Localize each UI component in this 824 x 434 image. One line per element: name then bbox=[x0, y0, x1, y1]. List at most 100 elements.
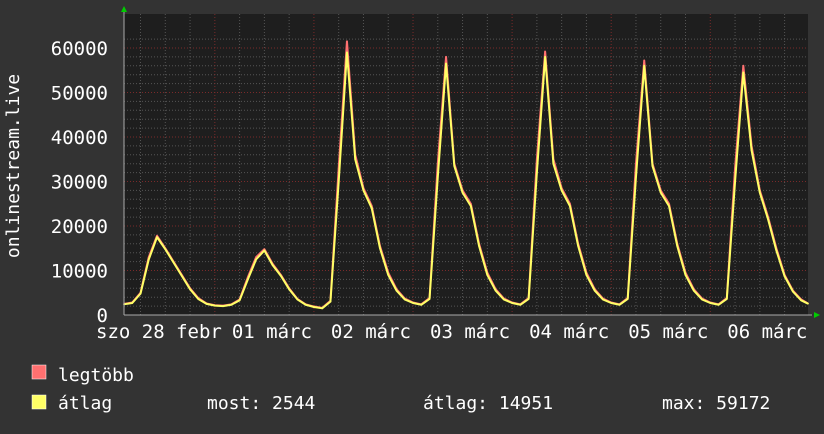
data-point-avg bbox=[362, 189, 365, 192]
x-tick-label: 06 márc bbox=[727, 321, 807, 343]
data-point-avg bbox=[247, 278, 249, 281]
data-point-avg bbox=[759, 191, 761, 194]
data-point-avg bbox=[172, 261, 175, 264]
data-point-max bbox=[156, 234, 158, 237]
data-point-avg bbox=[577, 245, 579, 247]
y-tick-label: 20000 bbox=[51, 216, 108, 238]
data-point-avg bbox=[478, 245, 480, 247]
data-point-avg bbox=[230, 303, 233, 306]
data-point-avg bbox=[742, 71, 745, 74]
data-point-avg bbox=[156, 236, 158, 238]
data-point-avg bbox=[280, 275, 282, 277]
legend-label-max: legtöbb bbox=[58, 365, 134, 386]
x-axis-arrow-icon bbox=[814, 312, 820, 318]
data-point-avg bbox=[651, 165, 654, 167]
data-point-avg bbox=[618, 303, 621, 306]
data-point-max bbox=[643, 59, 646, 62]
data-point-avg bbox=[238, 299, 241, 302]
data-point-max bbox=[544, 50, 546, 53]
y-tick-label: 10000 bbox=[51, 261, 108, 283]
series-line-avg bbox=[123, 51, 809, 310]
data-point-avg bbox=[767, 218, 769, 221]
y-tick-labels: 0 10000 20000 30000 40000 50000 60000 bbox=[51, 38, 108, 327]
data-point-avg bbox=[610, 302, 612, 304]
data-point-avg bbox=[602, 298, 604, 301]
data-point-avg bbox=[494, 289, 497, 292]
x-tick-label: 05 márc bbox=[628, 321, 708, 343]
data-point-avg bbox=[544, 56, 546, 58]
data-point-avg bbox=[775, 249, 778, 252]
data-point-avg bbox=[635, 176, 637, 178]
data-point-avg bbox=[560, 189, 563, 192]
data-point-avg bbox=[181, 275, 183, 277]
data-point-avg bbox=[726, 298, 728, 300]
data-point-avg bbox=[536, 171, 538, 174]
data-point-avg bbox=[222, 305, 224, 307]
data-point-avg bbox=[701, 298, 703, 301]
data-point-avg bbox=[164, 248, 167, 250]
series-group bbox=[123, 40, 809, 310]
data-point-avg bbox=[668, 205, 670, 207]
data-point-avg bbox=[503, 298, 505, 301]
data-point-avg bbox=[313, 306, 315, 308]
data-point-avg bbox=[626, 298, 629, 300]
data-point-avg bbox=[684, 274, 687, 276]
y-axis-title: onlinestream.live bbox=[3, 74, 24, 258]
data-point-avg bbox=[585, 274, 588, 276]
data-point-avg bbox=[511, 302, 513, 304]
legend-swatch-max bbox=[31, 364, 47, 380]
data-point-avg bbox=[445, 62, 447, 65]
data-point-avg bbox=[197, 298, 200, 300]
data-point-avg bbox=[370, 207, 373, 209]
data-point-avg bbox=[321, 307, 323, 310]
data-point-avg bbox=[337, 180, 340, 183]
data-point-avg bbox=[205, 303, 208, 305]
data-point-avg bbox=[800, 299, 802, 302]
legend: legtöbb átlag most: 2544 átlag: 14951 ma… bbox=[31, 364, 770, 414]
data-point-avg bbox=[131, 302, 134, 304]
data-point-avg bbox=[214, 304, 216, 307]
stat-max: max: 59172 bbox=[662, 393, 770, 414]
data-point-avg bbox=[139, 292, 142, 295]
legend-swatch-avg bbox=[31, 394, 47, 410]
data-point-avg bbox=[296, 298, 299, 301]
data-point-avg bbox=[189, 288, 191, 290]
data-point-avg bbox=[552, 162, 555, 165]
data-point-avg bbox=[692, 289, 695, 292]
data-point-max bbox=[346, 40, 348, 43]
data-point-max bbox=[263, 248, 266, 250]
data-point-avg bbox=[420, 303, 423, 306]
y-tick-label: 40000 bbox=[51, 127, 108, 149]
data-point-avg bbox=[470, 205, 472, 207]
data-point-avg bbox=[304, 303, 307, 306]
y-axis-arrow-icon bbox=[121, 6, 127, 12]
data-point-avg bbox=[354, 158, 357, 161]
data-point-avg bbox=[428, 298, 431, 300]
data-point-avg bbox=[329, 300, 332, 303]
data-point-avg bbox=[387, 274, 390, 276]
data-point-avg bbox=[659, 191, 662, 194]
data-point-avg bbox=[734, 180, 736, 183]
stat-average: átlag: 14951 bbox=[423, 393, 553, 414]
data-point-avg bbox=[453, 165, 456, 167]
data-point-avg bbox=[412, 302, 414, 304]
x-tick-label: 01 márc bbox=[232, 321, 312, 343]
data-point-avg bbox=[379, 247, 381, 250]
data-point-avg bbox=[643, 65, 646, 67]
data-point-avg bbox=[709, 302, 712, 304]
data-point-avg bbox=[436, 176, 439, 178]
plot-area bbox=[124, 14, 808, 315]
data-point-avg bbox=[263, 249, 266, 252]
y-tick-label: 60000 bbox=[51, 38, 108, 60]
y-tick-label: 0 bbox=[97, 305, 108, 327]
data-point-avg bbox=[255, 258, 257, 261]
data-point-avg bbox=[519, 303, 522, 306]
data-point-avg bbox=[147, 258, 150, 261]
x-tick-label: szo 28 febr bbox=[96, 321, 222, 343]
axes bbox=[121, 6, 820, 318]
x-tick-label: 04 márc bbox=[529, 321, 609, 343]
data-point-avg bbox=[461, 191, 464, 194]
data-point-max bbox=[742, 65, 745, 67]
data-point-avg bbox=[750, 149, 753, 152]
